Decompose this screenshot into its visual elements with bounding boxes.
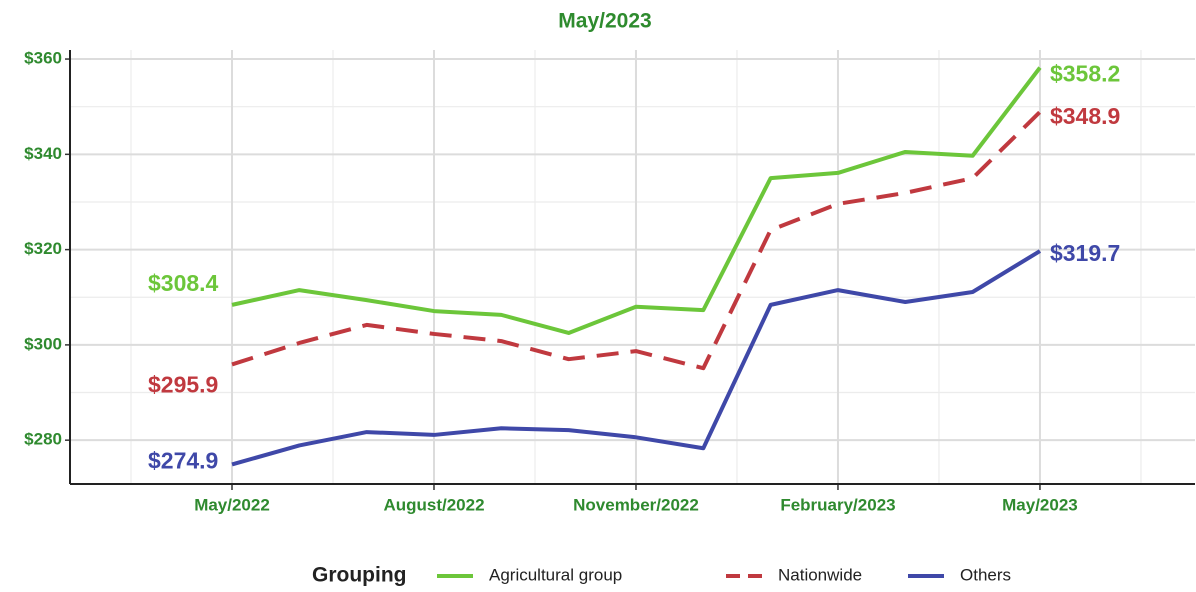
y-tick-label: $300 [24, 334, 62, 353]
value-label: $319.7 [1050, 240, 1120, 266]
x-tick-label: May/2022 [194, 495, 270, 514]
y-tick-label: $360 [24, 49, 62, 68]
line-2 [231, 249, 1041, 467]
legend-label: Others [960, 565, 1011, 584]
value-label: $358.2 [1050, 61, 1120, 87]
value-label: $348.9 [1050, 103, 1120, 129]
legend-label: Agricultural group [489, 565, 622, 584]
y-tick-label: $320 [24, 239, 62, 258]
value-label: $274.9 [148, 448, 218, 474]
legend-title: Grouping [312, 564, 406, 587]
x-tick-label: February/2023 [780, 495, 895, 514]
legend-label: Nationwide [778, 565, 862, 584]
y-tick-label: $340 [24, 144, 62, 163]
x-tick-label: May/2023 [1002, 495, 1078, 514]
x-tick-label: August/2022 [383, 495, 484, 514]
x-tick-label: November/2022 [573, 495, 699, 514]
line-1 [231, 110, 1042, 371]
value-label: $295.9 [148, 372, 218, 398]
y-tick-label: $280 [24, 430, 62, 449]
line-0 [231, 66, 1042, 335]
value-label: $308.4 [148, 270, 219, 296]
chart-title: May/2023 [558, 10, 651, 33]
